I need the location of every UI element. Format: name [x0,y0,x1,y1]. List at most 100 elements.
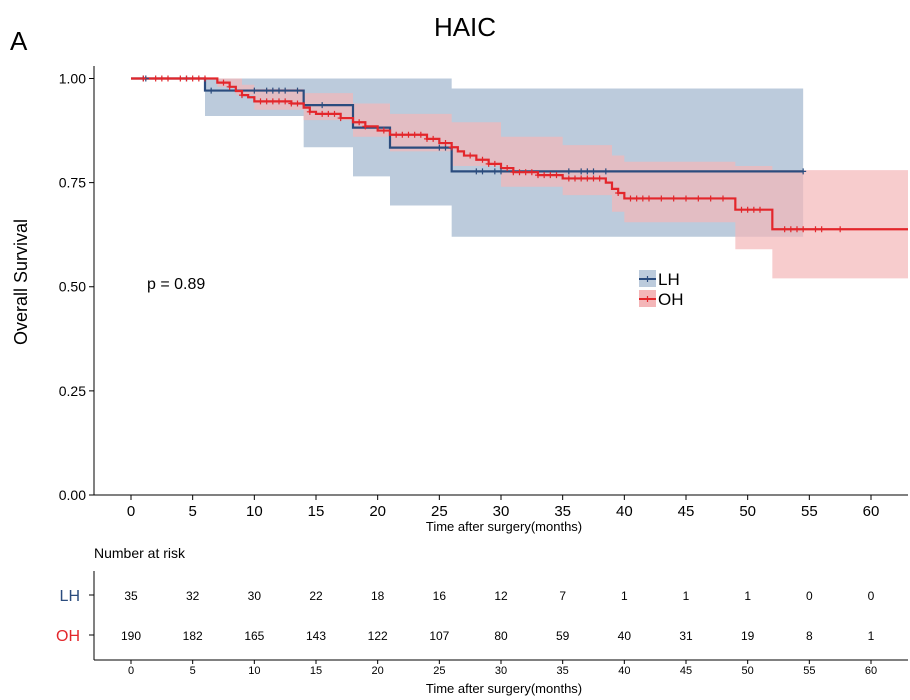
censor-mark-lh [498,168,504,175]
risk-count-oh: 182 [183,629,203,643]
censor-mark-oh [646,195,652,202]
risk-x-tick-label: 25 [433,665,445,677]
censor-mark-lh [263,87,270,94]
risk-table: LH 35 32 30 22 18 16 12 7 1 1 1 0 0OH 190 182 165 143 122 1… [56,571,908,677]
risk-count-oh: 122 [368,629,388,643]
censor-mark-lh [479,168,486,175]
censor-mark-oh [356,119,363,126]
censor-mark-oh [485,160,492,167]
x-tick-label: 60 [863,503,880,520]
legend-label-lh: LH [658,270,680,289]
censor-mark-oh [294,100,301,107]
risk-count-lh: 1 [683,589,690,603]
y-tick-label: 0.25 [59,383,86,399]
censor-mark-oh [516,169,523,176]
censor-mark-oh [572,175,578,182]
risk-x-tick-label: 45 [680,665,692,677]
censor-mark-oh [424,135,430,142]
censor-mark-oh [189,75,196,82]
x-tick-label: 30 [493,503,510,520]
censor-mark-oh [306,108,313,115]
risk-count-lh: 12 [494,589,508,603]
censor-mark-oh [183,75,190,82]
censor-mark-oh [781,226,788,233]
censor-mark-oh [504,165,511,172]
censor-mark-oh [720,195,726,202]
risk-count-lh: 30 [248,589,262,603]
legend-label-oh: OH [658,290,684,309]
censor-mark-oh [744,206,751,213]
censor-mark-oh [165,75,171,82]
censor-mark-oh [522,169,529,176]
risk-count-oh: 107 [429,629,449,643]
risk-x-tick-label: 10 [248,665,260,677]
risk-count-oh: 31 [679,629,693,643]
censor-mark-oh [658,195,665,202]
censor-mark-oh [750,206,757,213]
risk-count-oh: 165 [244,629,264,643]
censor-mark-oh [800,226,807,233]
censor-mark-oh [615,190,622,197]
censor-mark-oh [442,140,449,147]
censor-mark-oh [158,75,165,82]
risk-x-tick-label: 50 [742,665,754,677]
censor-mark-lh [269,87,276,94]
censor-mark-oh [528,169,535,176]
censor-mark-lh [276,87,282,94]
censor-mark-lh [294,87,301,94]
censor-mark-oh [195,75,202,82]
censor-mark-oh [837,226,844,233]
chart-title: HAIC [434,12,496,42]
risk-x-tick-label: 55 [803,665,815,677]
risk-count-lh: 35 [124,589,138,603]
x-tick-label: 55 [801,503,818,520]
censor-mark-lh [590,168,597,175]
censor-mark-lh [578,168,585,175]
censor-mark-oh [467,152,474,159]
censor-mark-oh [683,195,689,202]
censor-mark-oh [491,160,498,167]
risk-count-oh: 40 [618,629,632,643]
x-tick-label: 0 [127,503,135,520]
censor-mark-oh [269,98,276,105]
risk-count-oh: 59 [556,629,570,643]
censor-mark-lh [436,144,443,151]
risk-count-lh: 0 [868,589,875,603]
censor-mark-lh [282,87,289,94]
censor-mark-oh [510,169,517,176]
x-tick-label: 5 [188,503,196,520]
censor-mark-oh [547,172,554,179]
y-tick-label: 0.75 [59,175,86,191]
censor-mark-oh [695,195,702,202]
censor-mark-lh [602,168,609,175]
risk-count-lh: 32 [186,589,200,603]
censor-mark-oh [282,98,289,105]
y-axis-label: Overall Survival [11,219,31,345]
risk-row-label-oh: OH [56,628,80,645]
censor-mark-lh [800,168,807,175]
censor-mark-oh [707,195,714,202]
x-tick-label: 45 [678,503,695,520]
x-tick-label: 35 [554,503,571,520]
risk-count-lh: 22 [309,589,323,603]
risk-x-tick-label: 35 [557,665,569,677]
censor-mark-oh [226,83,233,90]
censor-mark-lh [473,168,480,175]
censor-mark-oh [794,226,800,233]
censor-mark-lh [584,168,591,175]
censor-mark-oh [380,127,387,134]
censor-mark-lh [251,87,258,94]
censor-mark-oh [152,75,159,82]
risk-x-tick-label: 5 [190,665,196,677]
x-tick-label: 10 [246,503,263,520]
censor-mark-oh [818,226,825,233]
censor-mark-lh [208,87,215,94]
panel-label: A [10,26,28,56]
censor-mark-lh [319,102,326,109]
risk-count-lh: 7 [559,589,566,603]
censor-mark-oh [417,131,424,138]
y-tick-label: 0.00 [59,487,86,503]
risk-count-oh: 143 [306,629,326,643]
